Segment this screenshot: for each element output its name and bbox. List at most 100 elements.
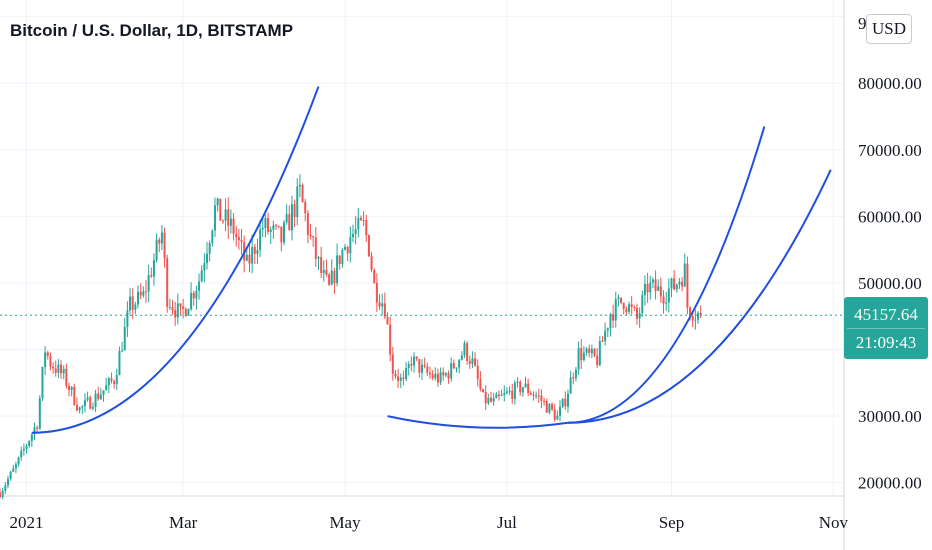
candle-body	[548, 403, 551, 413]
candle-body	[139, 291, 142, 296]
currency-button[interactable]: USD	[866, 14, 912, 44]
candle-body	[415, 356, 418, 360]
time-axis-label: Nov	[819, 513, 849, 532]
curve-line	[567, 169, 832, 424]
candle-body	[126, 310, 129, 327]
price-axis-label: 70000.00	[858, 141, 922, 160]
candle-body	[253, 246, 256, 254]
candle-body	[83, 399, 86, 407]
candle-body	[620, 297, 623, 304]
candle-body	[405, 368, 408, 379]
candle-body	[681, 281, 684, 287]
candle-body	[431, 374, 434, 379]
candle-body	[476, 365, 479, 380]
candle-body	[505, 391, 508, 393]
candle-body	[261, 227, 264, 230]
candle-body	[410, 364, 413, 366]
candle-body	[598, 340, 601, 366]
candle-body	[163, 232, 166, 259]
candle-body	[378, 302, 381, 307]
candle-body	[237, 237, 240, 241]
candle-body	[625, 308, 628, 312]
candle-body	[91, 407, 94, 409]
candle-body	[667, 288, 670, 303]
candle-body	[532, 394, 535, 396]
candle-body	[9, 471, 12, 479]
candle-body	[86, 397, 89, 400]
candle-body	[564, 398, 567, 407]
candle-body	[617, 297, 620, 300]
candle-body	[421, 364, 423, 373]
candle-body	[452, 363, 455, 369]
candle-body	[630, 304, 633, 307]
candle-body	[362, 220, 365, 222]
candle-body	[240, 240, 243, 242]
candle-body	[301, 184, 304, 202]
candle-body	[545, 400, 548, 413]
candle-body	[590, 348, 593, 354]
candle-body	[614, 299, 617, 321]
candle-body	[609, 314, 612, 329]
candle-body	[513, 382, 516, 399]
candle-body	[65, 368, 68, 386]
candle-body	[147, 275, 150, 292]
candle-body	[33, 427, 36, 435]
candle-body	[463, 343, 466, 356]
candle-body	[285, 214, 288, 223]
candle-body	[36, 427, 39, 429]
candle-body	[81, 406, 84, 408]
last-price-tag: 45157.64 21:09:43	[844, 297, 928, 359]
time-axis-label: Jul	[497, 513, 517, 532]
candle-body	[569, 377, 572, 394]
candle-body	[336, 255, 339, 284]
candle-body	[418, 359, 421, 373]
candle-body	[482, 389, 485, 392]
candle-body	[444, 373, 447, 376]
candle-body	[659, 286, 662, 297]
candle-body	[426, 366, 429, 373]
candle-body	[468, 360, 471, 364]
candle-body	[646, 283, 649, 293]
candle-body	[370, 256, 373, 270]
candle-body	[407, 364, 410, 369]
candle-body	[375, 283, 378, 303]
price-axis-labels: 20000.0030000.0040000.0050000.0060000.00…	[858, 74, 922, 492]
candle-body	[20, 450, 23, 458]
candle-body	[423, 364, 426, 367]
candle-body	[150, 275, 153, 277]
candle-body	[89, 397, 92, 409]
candle-body	[500, 394, 503, 396]
candle-body	[38, 398, 41, 429]
candle-body	[521, 387, 524, 393]
candle-body	[75, 404, 78, 411]
candle-body	[657, 286, 660, 291]
candle-body	[466, 343, 469, 361]
candle-body	[290, 204, 293, 231]
candle-body	[198, 281, 201, 291]
candle-body	[296, 186, 299, 218]
candle-body	[346, 246, 349, 254]
candle-body	[176, 303, 179, 318]
candle-body	[113, 381, 116, 385]
candle-body	[524, 383, 527, 388]
candle-body	[588, 348, 591, 354]
price-axis-label: 80000.00	[858, 74, 922, 93]
candle-body	[22, 448, 25, 451]
candle-body	[25, 445, 28, 449]
candle-body	[30, 434, 33, 442]
candle-body	[529, 392, 532, 395]
candle-body	[206, 253, 209, 264]
candle-body	[211, 230, 214, 244]
candle-body	[232, 218, 235, 234]
candle-body	[604, 330, 607, 342]
candle-body	[582, 352, 585, 361]
candle-body	[633, 306, 636, 308]
candle-body	[288, 214, 291, 231]
candle-body	[4, 485, 7, 491]
price-axis-label: 60000.00	[858, 207, 922, 226]
candle-body	[62, 368, 65, 374]
candle-body	[28, 441, 31, 446]
time-axis-labels: 2021 Mar May Jul Sep Nov	[10, 513, 849, 532]
candle-body	[665, 302, 668, 304]
